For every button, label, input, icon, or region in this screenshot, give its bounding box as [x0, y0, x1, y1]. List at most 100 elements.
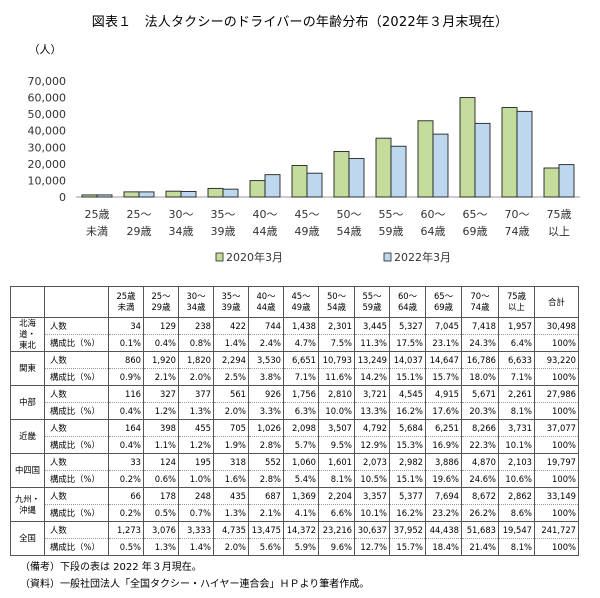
table-row: 構成比（%） 0.4% 1.2% 1.3% 2.0% 3.3% 6.3% 10.0% 13.3%… [11, 402, 579, 420]
count-cell: 30,637 [354, 521, 390, 539]
share-cell: 8.1% [318, 470, 355, 488]
share-cell: 2.8% [248, 470, 284, 488]
bar-series1 [543, 167, 560, 198]
share-cell: 5.4% [283, 470, 319, 488]
share-cell: 11.3% [354, 334, 390, 352]
x-tick-label: 69歳 [463, 225, 488, 238]
bar-series1 [207, 187, 224, 198]
count-cell: 327 [143, 385, 179, 403]
x-tick-label: 39歳 [211, 225, 236, 238]
row-label-count: 人数 [44, 487, 109, 505]
count-cell: 164 [108, 419, 144, 437]
legend-label: 2022年3月 [394, 250, 451, 264]
count-cell: 1,438 [283, 317, 319, 335]
table-row: 構成比（%） 0.1% 0.4% 0.8% 1.4% 2.4% 4.7% 7.5% 11.3% 1… [11, 334, 579, 352]
table-row: 構成比（%） 0.5% 1.3% 1.4% 2.0% 5.6% 5.9% 9.6% 12.7% 1… [11, 538, 579, 556]
count-cell: 6,251 [425, 419, 462, 437]
share-cell: 0.4% [108, 436, 144, 454]
share-cell: 15.7% [389, 538, 426, 556]
share-cell: 20.3% [461, 402, 499, 420]
share-cell: 0.4% [143, 334, 179, 352]
x-tick-label: 64歳 [421, 225, 446, 238]
row-label-count: 人数 [44, 521, 109, 539]
bar-series2 [180, 191, 197, 198]
share-cell: 18.0% [461, 368, 499, 386]
share-cell: 1.6% [213, 470, 249, 488]
count-cell: 10,793 [318, 351, 355, 369]
region-name: 中四国 [10, 453, 45, 488]
bar-series1 [249, 180, 266, 198]
table-header-cell: 25歳 未満 [108, 286, 144, 318]
count-cell: 561 [213, 385, 249, 403]
share-cell: 14.2% [354, 368, 390, 386]
count-cell: 19,797 [534, 453, 579, 471]
share-cell: 0.7% [178, 504, 214, 522]
count-cell: 3,357 [354, 487, 390, 505]
x-tick-label: 45～ [295, 208, 320, 221]
count-cell: 1,026 [248, 419, 284, 437]
share-cell: 16.2% [389, 504, 426, 522]
share-cell: 9.5% [318, 436, 355, 454]
bar-series2 [348, 158, 365, 198]
count-cell: 2,862 [498, 487, 535, 505]
bar-series2 [558, 164, 575, 198]
row-label-count: 人数 [44, 385, 109, 403]
share-cell: 11.6% [318, 368, 355, 386]
share-cell: 100% [534, 470, 579, 488]
count-cell: 13,475 [248, 521, 284, 539]
count-cell: 4,792 [354, 419, 390, 437]
table-header-cell: 25～ 29歳 [143, 286, 179, 318]
table-row: 構成比（%） 0.9% 2.1% 2.0% 2.5% 3.8% 7.1% 11.6% 14.2%… [11, 368, 579, 386]
y-unit-label: （人） [29, 43, 62, 56]
table-body: 北海道・ 東北 人数 34 129 238 422 744 1,438 2,301 3,445 5,3… [10, 317, 579, 556]
share-cell: 24.3% [461, 334, 499, 352]
share-cell: 5.9% [283, 538, 319, 556]
table-header-cell: 55～ 59歳 [354, 286, 390, 318]
share-cell: 4.1% [283, 504, 319, 522]
count-cell: 30,498 [534, 317, 579, 335]
count-cell: 5,377 [389, 487, 426, 505]
bar-series2 [222, 188, 239, 198]
count-cell: 238 [178, 317, 214, 335]
count-cell: 2,098 [283, 419, 319, 437]
share-cell: 0.6% [143, 470, 179, 488]
count-cell: 2,810 [318, 385, 355, 403]
row-label-share: 構成比（%） [44, 368, 109, 386]
row-label-share: 構成比（%） [44, 538, 109, 556]
count-cell: 3,530 [248, 351, 284, 369]
bar-series2 [96, 194, 113, 198]
count-cell: 3,731 [498, 419, 535, 437]
count-cell: 860 [108, 351, 144, 369]
region-name: 九州・ 沖縄 [10, 487, 45, 522]
share-cell: 9.6% [318, 538, 355, 556]
row-label-share: 構成比（%） [44, 470, 109, 488]
share-cell: 8.1% [498, 538, 535, 556]
x-tick-label: 40～ [253, 208, 278, 221]
count-cell: 422 [213, 317, 249, 335]
count-cell: 1,920 [143, 351, 179, 369]
table-header-cell: 60～ 64歳 [389, 286, 426, 318]
bar-series1 [333, 150, 350, 198]
share-cell: 6.4% [498, 334, 535, 352]
share-cell: 3.3% [248, 402, 284, 420]
count-cell: 3,445 [354, 317, 390, 335]
bar-series2 [264, 174, 281, 198]
table-header-cell [44, 286, 109, 318]
count-cell: 1,273 [108, 521, 144, 539]
share-cell: 13.3% [354, 402, 390, 420]
row-label-count: 人数 [44, 453, 109, 471]
share-cell: 2.0% [213, 402, 249, 420]
share-cell: 16.9% [425, 436, 462, 454]
count-cell: 248 [178, 487, 214, 505]
count-cell: 195 [178, 453, 214, 471]
count-cell: 5,671 [461, 385, 499, 403]
table-row: 構成比（%） 0.2% 0.5% 0.7% 1.3% 2.1% 4.1% 6.6% 10.1% 1… [11, 504, 579, 522]
count-cell: 34 [108, 317, 144, 335]
share-cell: 10.1% [498, 436, 535, 454]
table-row: 中四国 人数 33 124 195 318 552 1,060 1,601 2,073 2,982 3… [10, 453, 579, 488]
x-tick-label: 49歳 [295, 225, 320, 238]
x-tick-label: 75歳 [547, 208, 572, 221]
table-header-cell: 75歳 以上 [498, 286, 535, 318]
share-cell: 0.9% [108, 368, 144, 386]
table-header-cell: 合計 [534, 286, 579, 318]
